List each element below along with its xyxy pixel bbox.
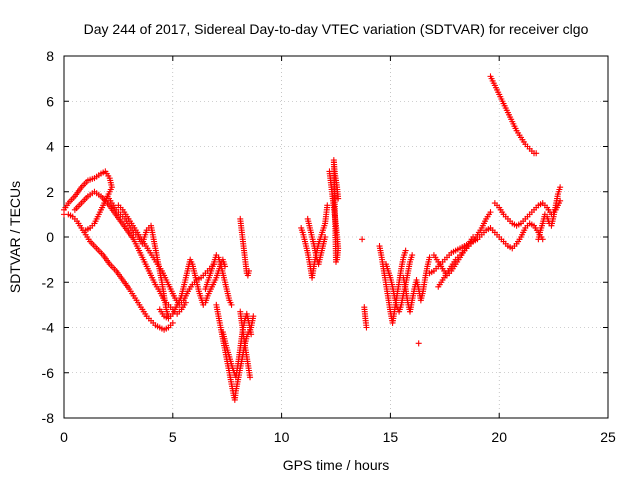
- y-tick-label: 4: [46, 139, 54, 155]
- x-tick-label: 0: [60, 429, 68, 445]
- data-point: [335, 195, 342, 202]
- data-point: [415, 340, 422, 347]
- data-point: [248, 331, 255, 338]
- x-tick-label: 20: [491, 429, 507, 445]
- data-point: [324, 202, 331, 209]
- data-point: [247, 374, 254, 381]
- data-point: [228, 301, 235, 308]
- data-point: [409, 252, 416, 259]
- data-point: [322, 234, 329, 240]
- x-tick-label: 15: [383, 429, 399, 445]
- y-tick-label: -8: [42, 410, 55, 426]
- data-point: [533, 150, 540, 157]
- data-point: [426, 254, 433, 261]
- y-axis-label: SDTVAR / TECUs: [7, 181, 23, 293]
- axis-ticks: 0 5 10 15 20 25 -8 -6 -4 -2 0 2 4 6 8: [42, 48, 616, 445]
- y-tick-label: -2: [42, 274, 55, 290]
- data-point: [470, 234, 477, 240]
- x-axis-label: GPS time / hours: [283, 457, 390, 473]
- data-point: [169, 319, 176, 326]
- chart-title: Day 244 of 2017, Sidereal Day-to-day VTE…: [84, 21, 589, 37]
- x-tick-label: 25: [600, 429, 616, 445]
- data-point: [487, 209, 494, 216]
- data-points: [61, 73, 564, 403]
- data-point: [250, 313, 257, 320]
- data-point: [557, 184, 564, 191]
- y-tick-label: 2: [46, 184, 54, 200]
- x-tick-label: 5: [169, 429, 177, 445]
- data-point: [363, 324, 370, 331]
- data-point: [359, 236, 366, 243]
- data-point: [245, 267, 252, 274]
- y-tick-label: 8: [46, 48, 54, 64]
- data-point: [402, 247, 409, 254]
- y-tick-label: -4: [42, 320, 55, 336]
- y-tick-label: 6: [46, 93, 54, 109]
- x-tick-label: 10: [274, 429, 290, 445]
- y-tick-label: -6: [42, 365, 55, 381]
- y-tick-label: 0: [46, 229, 54, 245]
